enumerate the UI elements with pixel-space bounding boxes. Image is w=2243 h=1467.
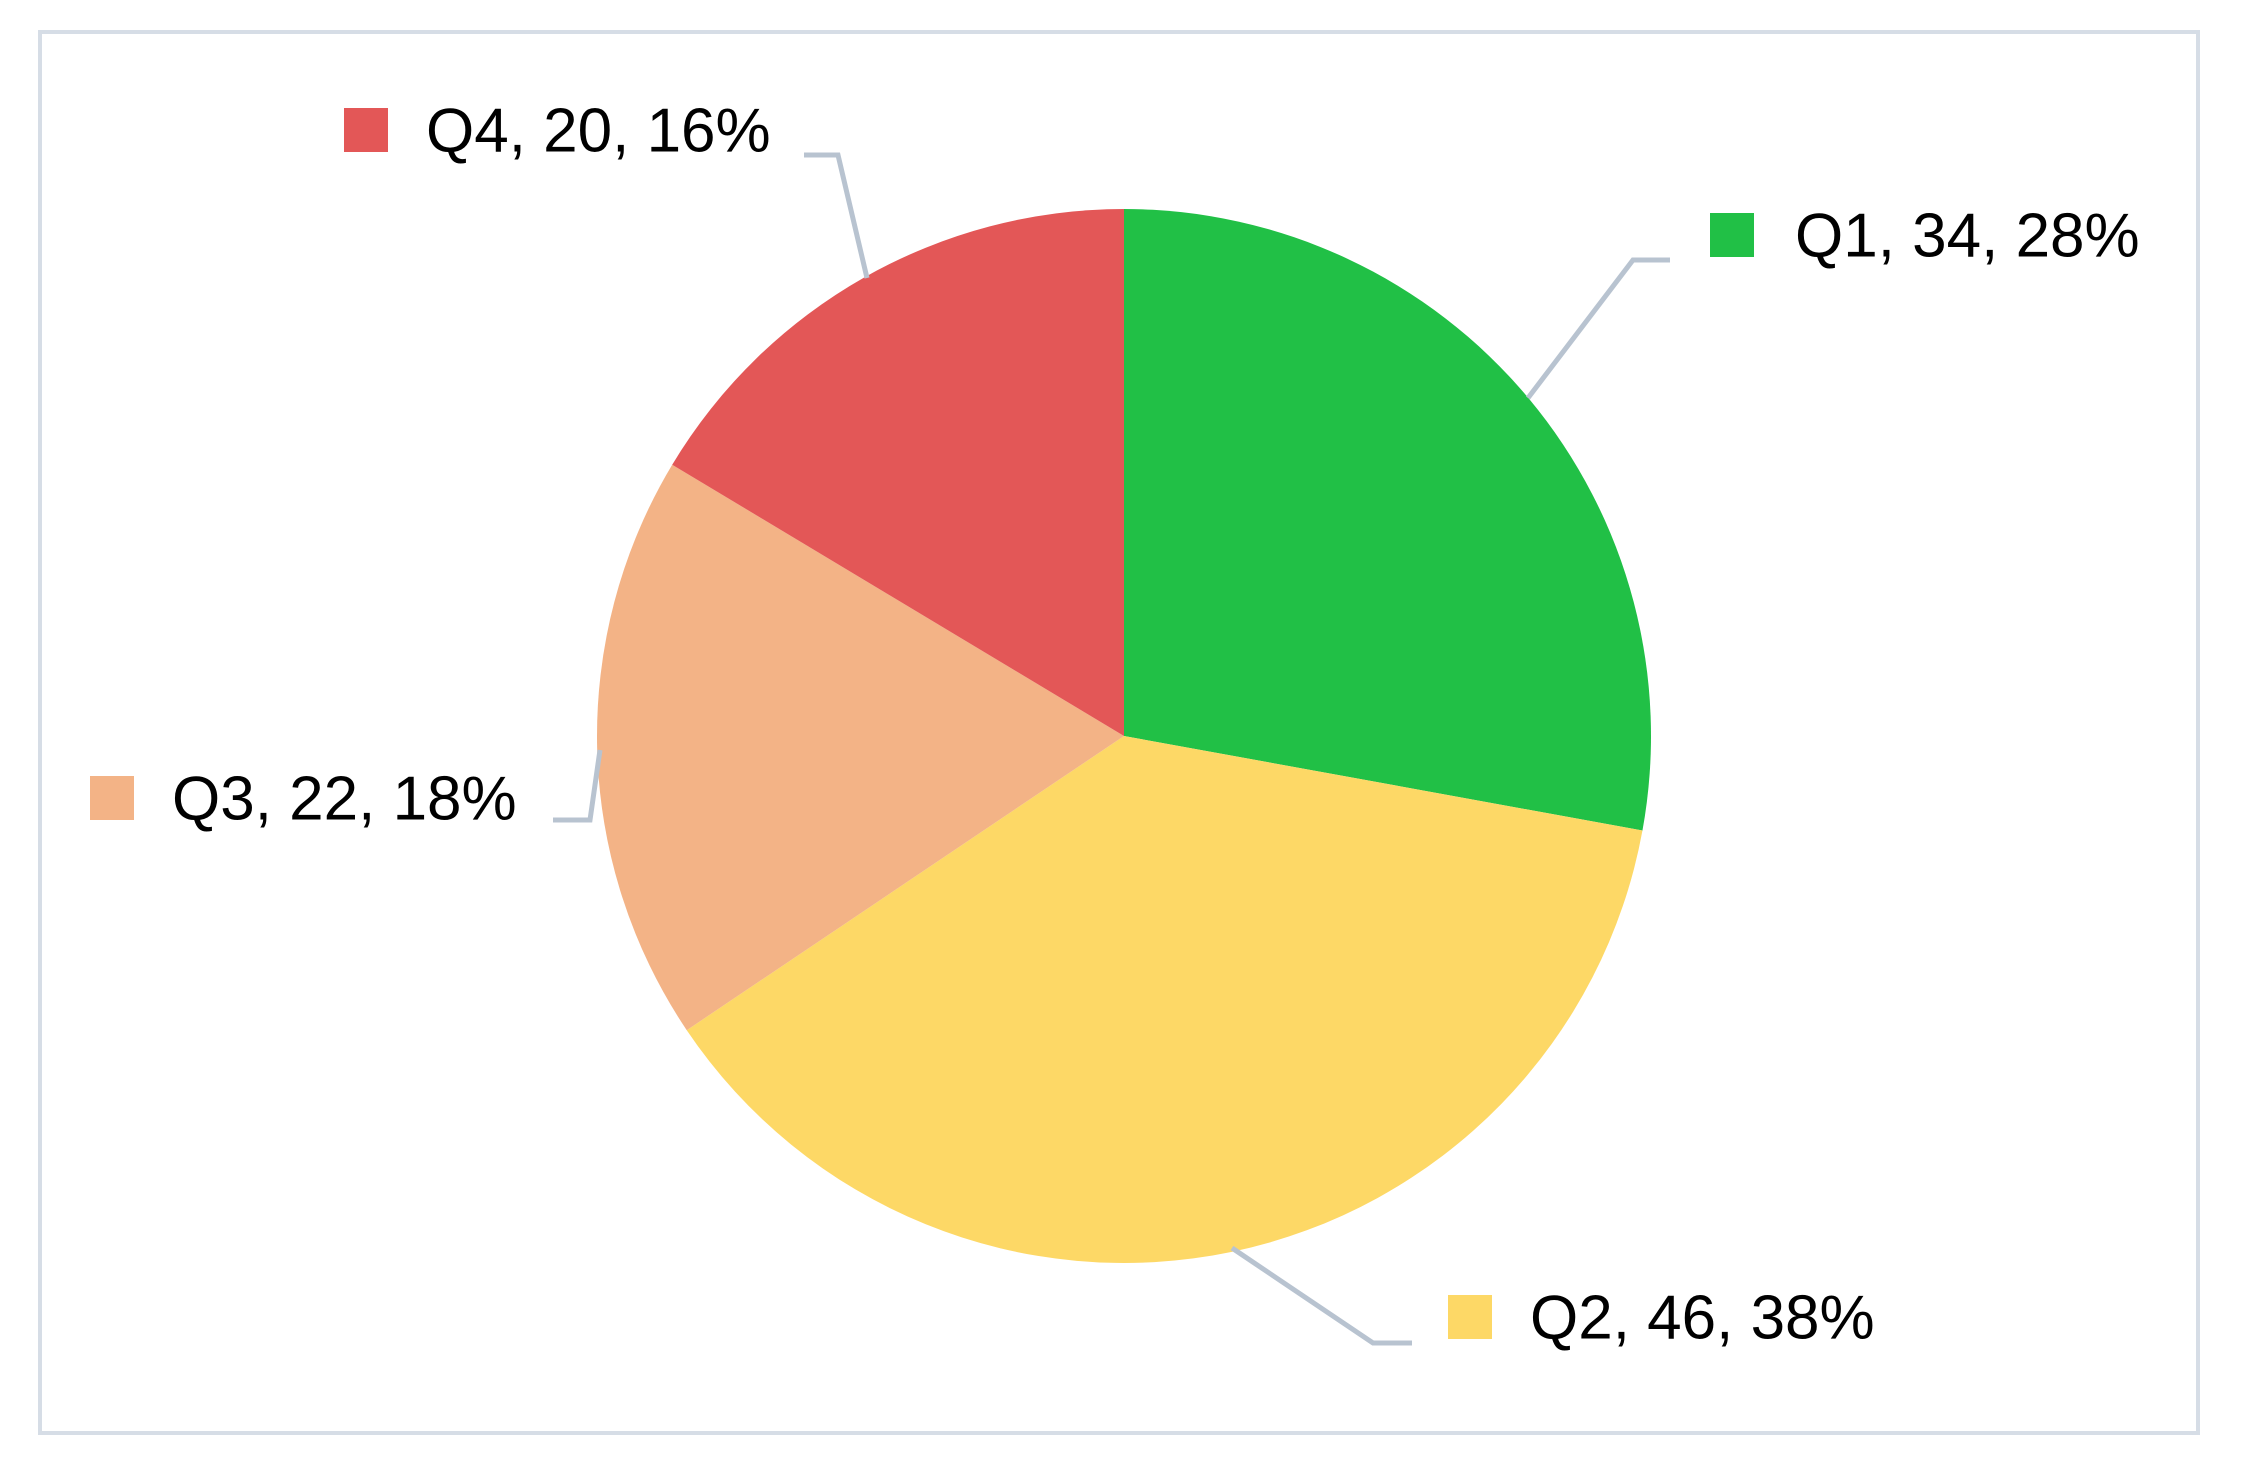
data-labels: Q1, 34, 28% Q2, 46, 38% Q3, 22, 18% Q4, 20,… (90, 96, 2140, 1352)
pie-slice-q3 (597, 464, 1124, 1031)
leader-line-q2 (1230, 1245, 1412, 1346)
pie-slice-q2 (686, 736, 1643, 1264)
data-label-q4: Q4, 20, 16% (426, 96, 771, 165)
leader-line-q1 (1526, 257, 1670, 400)
label-swatch-q2 (1448, 1295, 1492, 1339)
label-swatch-q4 (344, 108, 388, 152)
data-label-q1: Q1, 34, 28% (1795, 201, 2140, 270)
label-swatch-q1 (1710, 213, 1754, 257)
data-label-q3: Q3, 22, 18% (172, 764, 517, 833)
pie-slice-q4 (672, 209, 1124, 736)
leader-line-q4 (804, 152, 870, 279)
data-label-q2: Q2, 46, 38% (1530, 1283, 1875, 1352)
pie-slices (597, 209, 1651, 1264)
pie-slice-q1 (1124, 209, 1651, 831)
leader-line-q3 (553, 749, 603, 823)
leader-lines (553, 152, 1670, 1346)
label-swatch-q3 (90, 776, 134, 820)
